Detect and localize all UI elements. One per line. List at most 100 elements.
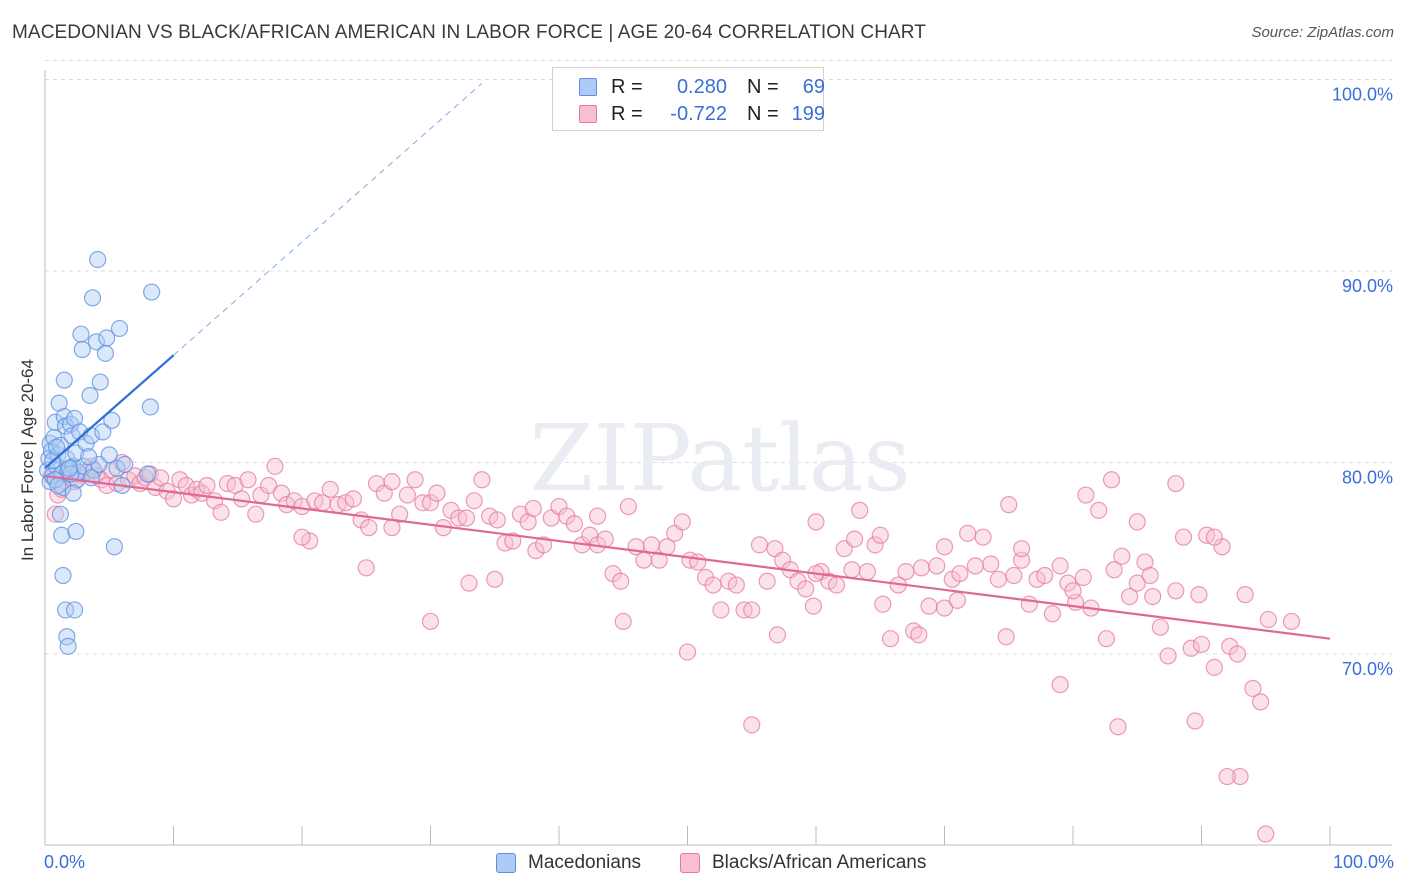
data-point-black xyxy=(1141,566,1159,585)
data-point-black xyxy=(614,612,632,631)
data-point-black xyxy=(1064,582,1082,600)
data-point-black xyxy=(565,515,584,533)
legend-row-macedonians: R = 0.280 N = 69 xyxy=(579,75,825,99)
data-point-macedonian xyxy=(98,329,116,347)
legend-r-label: R = xyxy=(611,102,643,125)
y-tick-label: 100.0% xyxy=(1332,85,1393,105)
data-point-black xyxy=(465,492,483,510)
y-tick-label: 70.0% xyxy=(1342,659,1393,679)
data-point-black xyxy=(1282,612,1301,631)
data-point-black xyxy=(982,555,1000,573)
data-point-black xyxy=(1236,586,1254,604)
legend-r-value: 0.280 xyxy=(676,75,727,98)
data-point-black xyxy=(881,630,900,648)
data-point-black xyxy=(1036,566,1054,585)
legend-r-value: -0.722 xyxy=(670,102,727,125)
data-point-black xyxy=(1244,679,1262,698)
data-point-black xyxy=(1043,605,1062,623)
bottom-legend-label: Macedonians xyxy=(528,852,642,873)
bottom-legend-swatch-macedonians xyxy=(496,853,516,873)
data-point-black xyxy=(164,490,183,508)
data-point-black xyxy=(212,503,230,521)
data-point-black xyxy=(851,501,869,519)
data-point-black xyxy=(673,513,691,531)
data-point-black xyxy=(959,524,977,542)
legend-r-label: R = xyxy=(611,75,643,98)
data-point-black xyxy=(743,716,761,734)
bottom-legend: Macedonians Blacks/African Americans xyxy=(0,852,1406,878)
trend-line-macedonians-extension xyxy=(173,82,483,356)
y-axis-label: In Labor Force | Age 20-64 xyxy=(18,359,37,561)
data-point-black xyxy=(1205,658,1223,677)
bottom-legend-label: Blacks/African Americans xyxy=(712,852,927,873)
data-point-black xyxy=(321,480,339,498)
trend-lines xyxy=(44,82,1331,640)
data-point-macedonian xyxy=(96,344,114,362)
data-point-black xyxy=(1128,574,1146,592)
data-point-macedonian xyxy=(64,484,82,502)
series-black-points xyxy=(42,453,1301,843)
data-point-black xyxy=(171,471,189,489)
data-point-black xyxy=(421,612,440,631)
data-point-black xyxy=(1077,486,1095,504)
x-tick-label-min: 0.0% xyxy=(44,852,86,872)
data-point-black xyxy=(820,572,838,590)
data-point-black xyxy=(866,536,884,554)
data-point-black xyxy=(1182,639,1200,657)
data-point-macedonian xyxy=(89,250,107,269)
data-point-black xyxy=(266,457,284,475)
data-point-black xyxy=(1252,693,1270,711)
data-point-black xyxy=(1051,557,1069,575)
gridlines xyxy=(45,60,1392,655)
data-point-black xyxy=(678,643,697,661)
data-point-black xyxy=(974,528,992,546)
legend-row-black: R = -0.722 N = 199 xyxy=(579,102,825,126)
data-point-black xyxy=(928,557,946,575)
data-point-macedonian xyxy=(105,538,123,556)
data-point-macedonian xyxy=(72,325,90,343)
data-point-black xyxy=(1231,767,1249,786)
data-point-black xyxy=(897,563,915,581)
data-point-black xyxy=(1186,712,1204,730)
data-point-black xyxy=(1113,547,1131,565)
data-point-black xyxy=(344,490,362,508)
watermark: ZIPatlas xyxy=(529,405,910,512)
data-point-black xyxy=(650,551,668,569)
data-point-black xyxy=(1105,561,1123,579)
data-point-macedonian xyxy=(91,373,109,391)
data-point-black xyxy=(1190,586,1208,604)
data-point-black xyxy=(1151,618,1169,636)
data-point-black xyxy=(989,570,1008,588)
data-point-black xyxy=(504,532,522,550)
data-point-black xyxy=(406,471,424,489)
trend-line-black xyxy=(44,474,1331,640)
data-point-macedonian xyxy=(47,438,66,456)
data-point-black xyxy=(797,580,815,598)
data-point-macedonian xyxy=(51,505,70,523)
data-point-black xyxy=(1028,570,1046,588)
data-point-black xyxy=(383,473,401,491)
data-point-black xyxy=(1109,718,1127,736)
data-point-black xyxy=(912,559,930,577)
data-point-macedonian xyxy=(80,448,98,466)
data-point-black xyxy=(391,505,409,523)
data-point-black xyxy=(874,595,892,613)
data-point-macedonian xyxy=(55,371,73,389)
data-point-black xyxy=(486,570,504,588)
data-point-black xyxy=(743,601,761,619)
data-point-black xyxy=(1000,496,1018,514)
data-point-black xyxy=(46,505,64,523)
x-tick-label-max: 100.0% xyxy=(1332,852,1394,872)
data-point-black xyxy=(1144,587,1162,606)
data-point-black xyxy=(1228,645,1247,663)
data-point-macedonian xyxy=(59,637,77,655)
data-point-black xyxy=(524,499,542,518)
data-point-black xyxy=(635,551,653,569)
data-point-black xyxy=(750,536,769,554)
data-point-black xyxy=(807,513,825,531)
data-point-black xyxy=(1257,825,1275,843)
data-point-black xyxy=(239,471,257,489)
data-point-black xyxy=(1005,566,1023,585)
data-point-black xyxy=(1097,630,1116,648)
